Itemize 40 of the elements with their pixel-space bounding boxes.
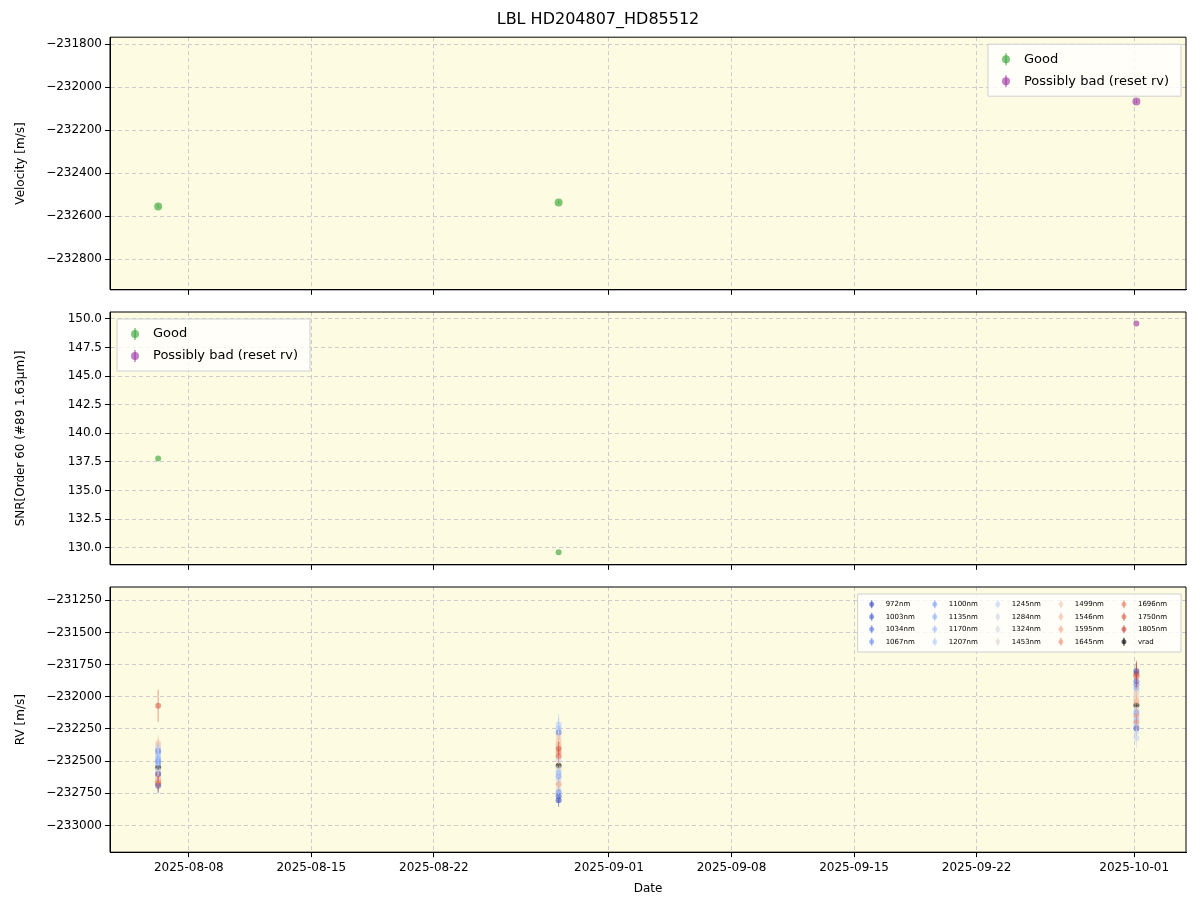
chart-title: LBL HD204807_HD85512	[496, 8, 700, 29]
y-tick-label: 150.0	[67, 310, 102, 325]
y-tick-label: −232800	[46, 251, 102, 266]
y-tick-label: −231250	[46, 592, 102, 607]
legend-label: Good	[1023, 50, 1059, 66]
x-tick-label: 2025-09-22	[941, 859, 1012, 874]
x-axis-title: Date	[633, 880, 663, 895]
y-tick-label: −232750	[46, 785, 102, 800]
y-tick-label: −232250	[46, 721, 102, 736]
y-tick-label: −232000	[46, 79, 102, 94]
x-tick-label: 2025-08-08	[153, 859, 224, 874]
x-tick-label: 2025-09-08	[696, 859, 767, 874]
y-tick-label: 142.5	[67, 396, 102, 411]
legend-label: Possibly bad (reset rv)	[1023, 72, 1170, 88]
y-tick-label: −232400	[46, 165, 102, 180]
y-tick-label: −232200	[46, 122, 102, 137]
y-tick-label: −232600	[46, 208, 102, 223]
y-axis-title: SNR[Order 60 (#89 1.63μm)]	[13, 350, 28, 527]
legend-label: Good	[153, 325, 188, 341]
x-tick-label: 2025-10-01	[1099, 859, 1170, 874]
y-tick-label: −231500	[46, 624, 102, 639]
y-tick-label: −232500	[46, 753, 102, 768]
y-tick-label: 132.5	[67, 511, 102, 526]
y-tick-label: −231800	[46, 36, 102, 51]
y-axis-title: RV [m/s]	[13, 694, 28, 746]
x-tick-label: 2025-08-15	[276, 859, 347, 874]
y-tick-label: 145.0	[67, 368, 102, 383]
y-tick-label: −232000	[46, 688, 102, 703]
y-tick-label: 135.0	[67, 482, 102, 497]
y-tick-label: −233000	[46, 817, 102, 832]
y-tick-label: 130.0	[67, 539, 102, 554]
y-tick-label: 147.5	[67, 339, 102, 354]
y-tick-label: 140.0	[67, 425, 102, 440]
y-axis-title: Velocity [m/s]	[13, 122, 28, 205]
legend-label: Possibly bad (reset rv)	[153, 347, 299, 363]
x-tick-label: 2025-09-01	[574, 859, 644, 874]
y-tick-label: −231750	[46, 656, 102, 671]
x-tick-label: 2025-09-15	[819, 859, 889, 874]
y-tick-label: 137.5	[67, 453, 102, 468]
x-tick-label: 2025-08-22	[399, 859, 469, 874]
